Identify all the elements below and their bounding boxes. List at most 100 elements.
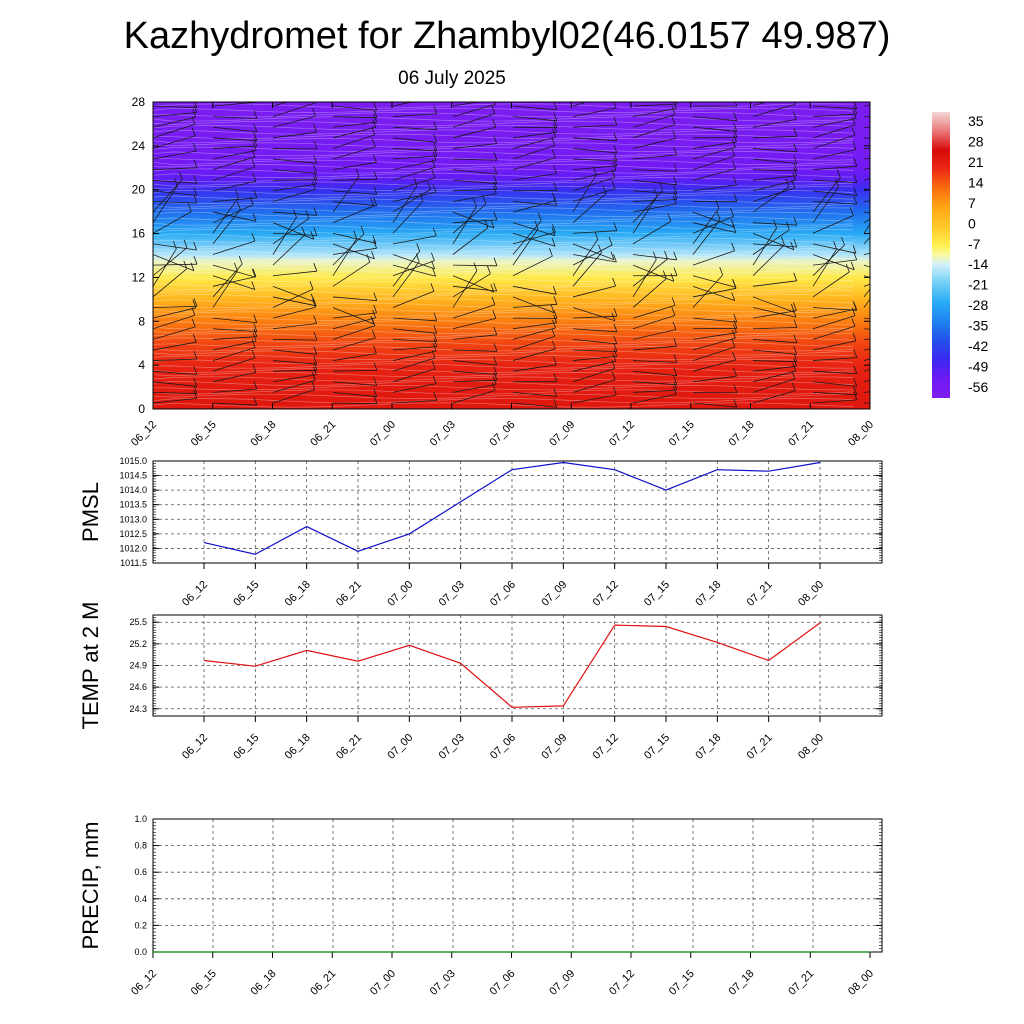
- wind-barb-flag: [432, 184, 437, 193]
- wind-barb-shaft: [272, 270, 317, 277]
- wind-barb-flag: [793, 358, 798, 367]
- wind-barb-flag: [608, 236, 613, 246]
- wind-barb-flag: [887, 264, 890, 272]
- wind-barb-flag: [193, 366, 198, 375]
- wind-barb-flag: [730, 219, 735, 228]
- contour-line: [153, 242, 854, 248]
- x-tick-label: 06_15: [231, 579, 261, 609]
- wind-barb-shaft: [632, 360, 678, 363]
- colorbar-label: -49: [968, 358, 988, 374]
- wind-barb-shaft: [212, 211, 257, 222]
- wind-barb-flag: [733, 368, 737, 377]
- x-tick-label: 06_15: [189, 419, 219, 449]
- wind-barb-flag: [612, 277, 616, 287]
- wind-barb-shaft: [153, 248, 177, 287]
- wind-barb-shaft: [692, 147, 736, 160]
- wind-barb-shaft: [452, 179, 497, 185]
- wind-barb-flag: [733, 399, 738, 408]
- wind-barb-shaft: [153, 326, 196, 340]
- x-tick-label: 07_09: [539, 579, 569, 609]
- wind-barb-shaft: [812, 307, 857, 311]
- wind-barb-flag: [493, 343, 498, 352]
- wind-barb-shaft: [812, 254, 855, 271]
- contour-line: [153, 237, 854, 243]
- wind-barb-flag: [793, 167, 798, 176]
- wind-barb-flag: [903, 271, 906, 279]
- wind-barb-flag: [493, 356, 498, 366]
- wind-barb-flag: [311, 381, 316, 390]
- x-tick-label: 07_00: [385, 732, 415, 762]
- contour-line: [153, 190, 854, 196]
- temperature-contours: [153, 103, 854, 408]
- x-tick-label: 07_06: [488, 579, 518, 609]
- contour-line: [153, 354, 854, 360]
- wind-barb-flag: [373, 240, 377, 249]
- wind-barb-flag: [238, 255, 243, 265]
- wind-barb-shaft: [332, 261, 371, 287]
- wind-barb-shaft: [692, 337, 736, 351]
- wind-barb-flag: [313, 315, 318, 324]
- wind-barb-flag: [493, 257, 498, 266]
- y-tick-label: 0.8: [134, 841, 147, 851]
- wind-barb-shaft: [812, 325, 856, 340]
- precip-panel: 1.0 0.8 0.6 0.4 0.2 0.0 06_12 06_15 06_18 06_21 07…: [78, 814, 883, 998]
- wind-barb-shaft: [863, 223, 870, 234]
- wind-barb-shaft: [212, 276, 256, 287]
- wind-barb-shaft: [452, 211, 495, 229]
- wind-barb-shaft: [392, 160, 437, 171]
- wind-barb-shaft: [153, 124, 196, 139]
- wind-barb-shaft: [572, 102, 588, 107]
- wind-barb-flag: [903, 279, 906, 287]
- wind-barb-flag: [733, 313, 738, 323]
- contour-line: [153, 268, 854, 274]
- contour-line: [153, 337, 854, 343]
- x-tick-label: 07_21: [786, 968, 816, 998]
- wind-barb-shaft: [512, 200, 556, 213]
- wind-barb-shaft: [632, 196, 658, 234]
- wind-barb-shaft: [332, 296, 377, 301]
- wind-barb-shaft: [512, 402, 557, 408]
- wind-barb-shaft: [572, 315, 618, 319]
- wind-barb-shaft: [812, 308, 857, 319]
- wind-barb-shaft: [692, 375, 737, 383]
- colorbar-label: 14: [968, 175, 984, 191]
- contour-line: [153, 216, 854, 222]
- wind-barb-shaft: [572, 193, 607, 223]
- wind-barb-shaft: [272, 211, 317, 216]
- wind-barb-shaft: [572, 356, 617, 361]
- wind-barb-flag: [251, 232, 256, 242]
- wind-barb-flag: [193, 104, 198, 113]
- wind-barb-flag: [793, 216, 798, 226]
- wind-barb-flag: [493, 152, 498, 161]
- wind-barb-shaft: [512, 255, 553, 277]
- wind-barb-shaft: [452, 189, 498, 192]
- wind-barb-shaft: [392, 185, 418, 223]
- wind-barb-flag: [553, 165, 557, 174]
- wind-barb-shaft: [212, 275, 255, 290]
- wind-barb-shaft: [572, 285, 616, 298]
- contour-line: [153, 151, 854, 157]
- wind-barb-shaft: [752, 390, 796, 404]
- wind-barb-flag: [311, 181, 316, 190]
- wind-barb-flag: [613, 323, 618, 332]
- wind-barb-flag: [671, 297, 676, 306]
- wind-barb-flag: [675, 102, 678, 105]
- x-tick-label: 07_06: [488, 968, 518, 998]
- wind-barb-shaft: [863, 126, 870, 129]
- contour-line: [153, 294, 854, 300]
- wind-barb-shaft: [752, 229, 790, 255]
- wind-barb-shaft: [212, 204, 254, 224]
- wind-barb-flag: [792, 362, 797, 372]
- wind-barb-shaft: [572, 177, 616, 192]
- wind-barb-shaft: [332, 391, 377, 398]
- contour-line: [153, 398, 854, 404]
- wind-barb-flag: [793, 346, 798, 355]
- wind-barb-shaft: [512, 201, 557, 206]
- wind-barb-flag: [312, 107, 316, 117]
- contour-line: [153, 168, 854, 174]
- wind-barb-shaft: [272, 323, 317, 330]
- wind-barb-flag: [371, 138, 376, 147]
- contour-line: [153, 146, 854, 152]
- wind-barb-shaft: [752, 148, 797, 153]
